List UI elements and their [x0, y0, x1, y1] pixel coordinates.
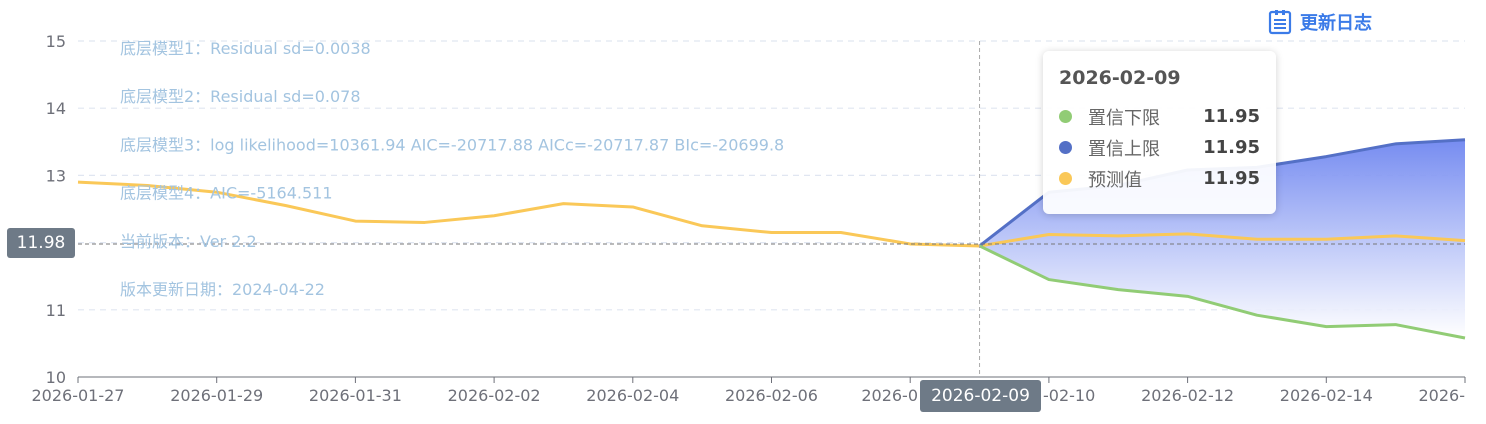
model-annotation: 版本更新日期：2024-04-22	[120, 280, 325, 299]
x-tick-label: 2026-02-06	[725, 386, 818, 405]
legend-dot-upper	[1059, 141, 1072, 154]
x-axis-pointer-label: 2026-02-09	[920, 380, 1041, 412]
tooltip-series-value: 11.95	[1203, 106, 1260, 127]
tooltip-row-upper: 置信上限 11.95	[1059, 132, 1260, 163]
model-annotation: 当前版本：Ver 2.2	[120, 232, 257, 251]
model-annotation: 底层模型4：AIC=-5164.511	[120, 184, 333, 203]
clipboard-icon	[1268, 10, 1292, 35]
model-annotation: 底层模型2：Residual sd=0.078	[120, 87, 361, 106]
axes: 1011121314152026-01-272026-01-292026-01-…	[32, 32, 1466, 405]
x-tick-label: 2026-01-31	[309, 386, 402, 405]
chart-tooltip: 2026-02-09 置信下限 11.95 置信上限 11.95 预测值 11.…	[1043, 51, 1276, 214]
series-lines	[77, 41, 1466, 377]
tooltip-series-value: 11.95	[1203, 168, 1260, 189]
y-tick-label: 13	[46, 166, 66, 185]
x-tick-label: 2026-01-29	[170, 386, 263, 405]
x-tick-label: 2026-02-02	[448, 386, 541, 405]
y-axis-pointer-label: 11.98	[7, 228, 75, 258]
model-annotations: 底层模型1：Residual sd=0.0038 底层模型2：Residual s…	[120, 39, 784, 299]
series-line-置信下限	[978, 244, 1466, 340]
x-tick-label: 2026-02-04	[586, 386, 679, 405]
changelog-label: 更新日志	[1300, 13, 1372, 34]
tooltip-series-value: 11.95	[1203, 137, 1260, 158]
model-annotation: 底层模型1：Residual sd=0.0038	[120, 39, 371, 58]
y-tick-label: 10	[46, 368, 66, 387]
x-tick-label: 2026-02-12	[1141, 386, 1234, 405]
tooltip-row-lower: 置信下限 11.95	[1059, 101, 1260, 132]
x-tick-label: 2026-0	[861, 386, 918, 405]
x-tick-label: 2026-02-14	[1280, 386, 1373, 405]
tooltip-series-name: 置信下限	[1088, 107, 1160, 129]
legend-dot-forecast	[1059, 172, 1072, 185]
y-tick-label: 11	[46, 301, 66, 320]
series-line-预测值	[77, 180, 1466, 248]
tooltip-row-forecast: 预测值 11.95	[1059, 163, 1260, 194]
tooltip-series-name: 预测值	[1088, 169, 1142, 191]
tooltip-series-name: 置信上限	[1088, 138, 1160, 160]
tooltip-title: 2026-02-09	[1059, 67, 1181, 89]
y-tick-label: 15	[46, 32, 66, 51]
x-tick-label: -02-10	[1043, 386, 1095, 405]
model-annotation: 底层模型3：log likelihood=10361.94 AIC=-20717…	[120, 135, 784, 154]
y-tick-label: 14	[46, 99, 66, 118]
x-tick-label: 2026-	[1419, 386, 1466, 405]
changelog-button[interactable]: 更新日志	[1268, 8, 1372, 36]
x-tick-label: 2026-01-27	[32, 386, 125, 405]
legend-dot-lower	[1059, 110, 1072, 123]
